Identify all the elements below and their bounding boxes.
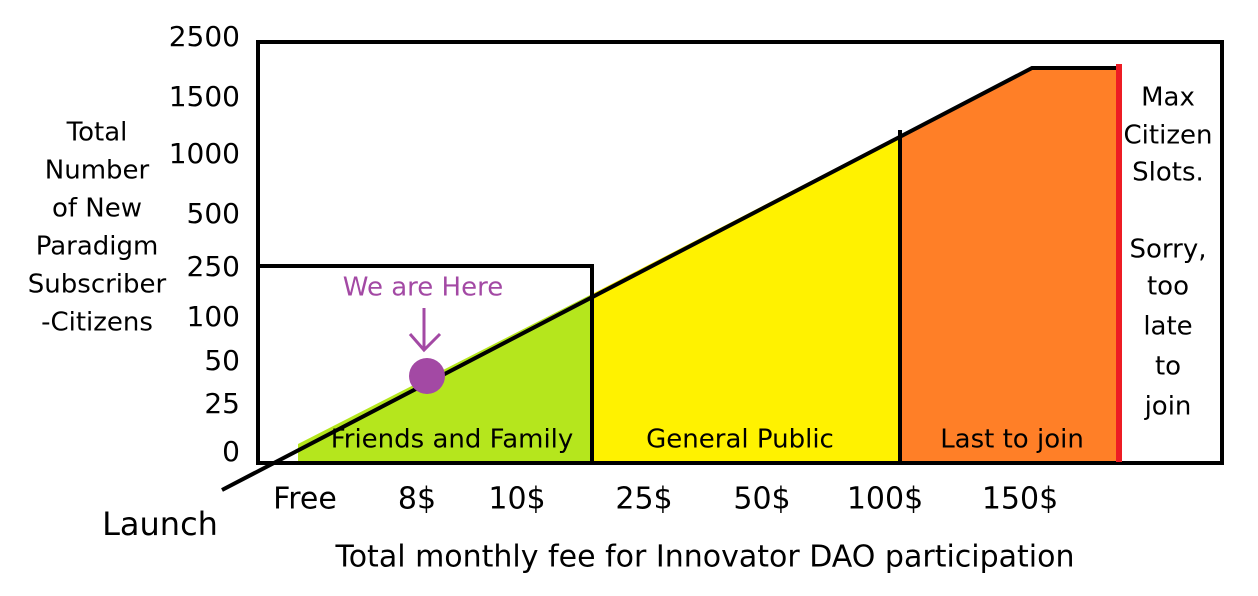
side-note: join [1144,392,1192,422]
side-note: late [1143,312,1192,342]
texts: Launch Total monthly fee for Innovator D… [102,273,1084,575]
side-note: to [1155,352,1181,382]
region-label: General Public [646,425,834,455]
y-axis-title: -Citizens [41,308,153,338]
origin-label: Launch [102,505,218,543]
region-label: Last to join [940,425,1084,455]
yellow-region [590,135,900,462]
y-tick-label: 1000 [169,137,240,170]
x-tick-label: 50$ [733,482,790,517]
y-tick-label: 100 [187,300,240,333]
shapes [221,40,1224,492]
x-tick-label: 8$ [398,482,436,517]
side-note: Sorry, [1130,235,1207,265]
x-tick-label: 100$ [847,482,923,517]
x-tick-label: 150$ [982,482,1058,517]
x-tick-label: Free [273,482,337,517]
inner-box [258,264,594,462]
plot-frame [256,40,1224,465]
side-note: Citizen [1124,121,1213,151]
x-tick-label: 10$ [488,482,545,517]
arrow-head [408,332,442,353]
growth-line [221,66,1116,492]
y-axis-title: Total [66,118,128,148]
current-point [409,358,445,394]
region-label: Friends and Family [331,425,574,455]
side-note: Slots. [1132,158,1204,188]
y-tick-label: 2500 [169,20,240,53]
x-tick-label: 25$ [615,482,672,517]
orange-region [900,68,1116,462]
y-axis-title: of New [52,194,142,224]
y-tick-label: 500 [187,197,240,230]
y-tick-label: 25 [204,387,240,420]
y-tick-label: 1500 [169,80,240,113]
y-tick-label: 250 [187,250,240,283]
y-axis-title: Number [45,156,150,186]
y-axis-title: Paradigm [36,232,159,262]
x-axis-title: Total monthly fee for Innovator DAO part… [334,540,1074,575]
y-axis-title: Subscriber [28,270,167,300]
y-tick-label: 0 [222,435,240,468]
side-note: too [1147,272,1189,302]
annotation: We are Here [343,273,503,303]
y-tick-label: 50 [204,344,240,377]
side-note: Max [1141,83,1195,113]
